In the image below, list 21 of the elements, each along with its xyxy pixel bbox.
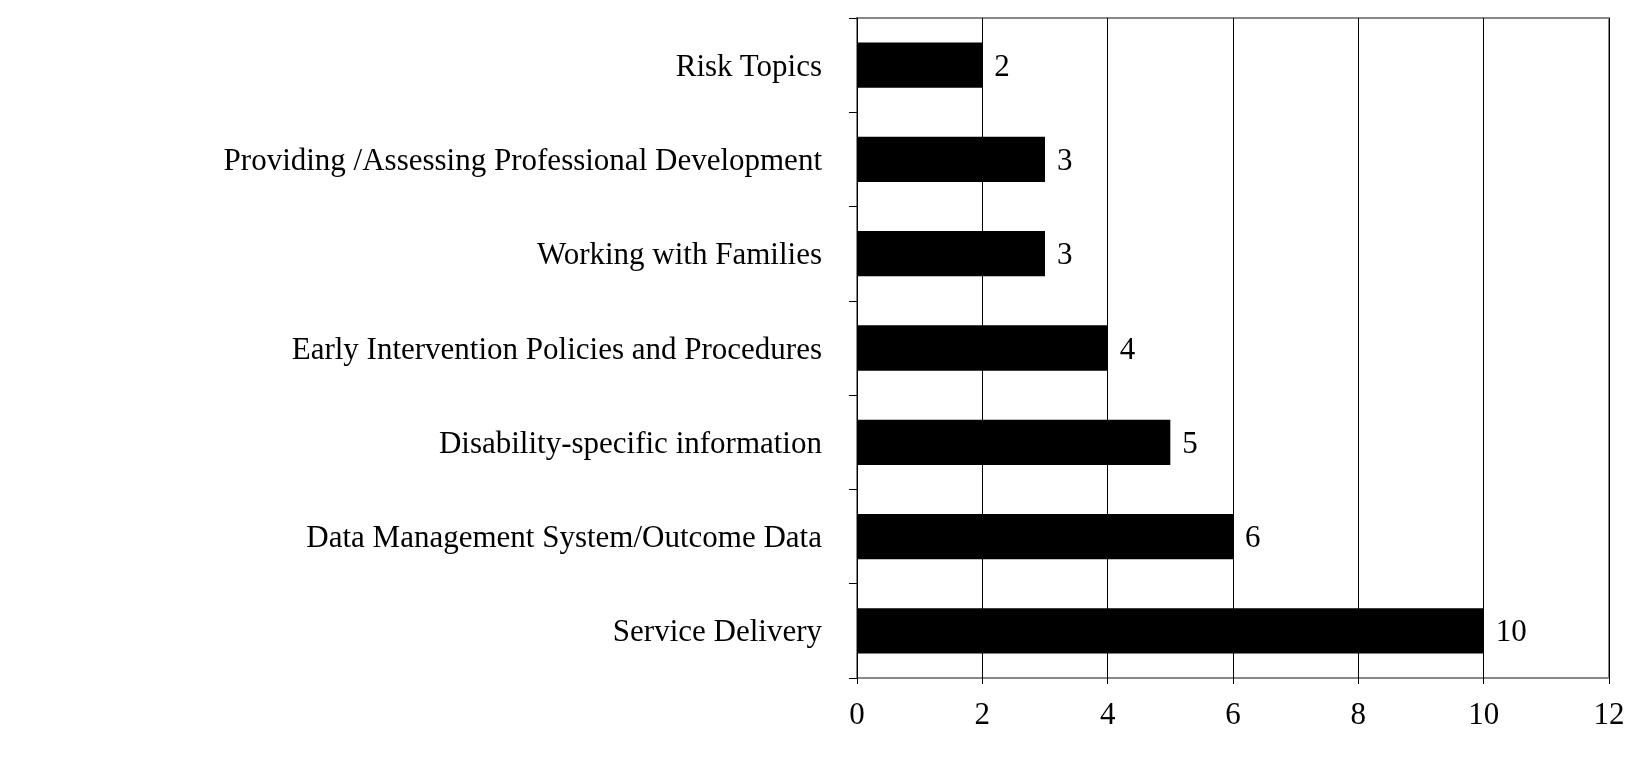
y-tick-label: Providing /Assessing Professional Development xyxy=(223,141,823,177)
x-tick-label: 4 xyxy=(1099,696,1116,731)
x-tick-label: 2 xyxy=(974,696,991,731)
x-tick-label: 10 xyxy=(1468,696,1500,731)
data-label: 3 xyxy=(1057,236,1073,272)
x-tick-label: 8 xyxy=(1350,696,1367,731)
y-tick-label: Early Intervention Policies and Procedures xyxy=(291,330,822,366)
data-label: 5 xyxy=(1182,424,1198,460)
x-tick-label: 12 xyxy=(1593,696,1625,731)
x-tick-label: 6 xyxy=(1225,696,1241,731)
x-tick-label: 0 xyxy=(849,696,865,731)
data-label: 10 xyxy=(1495,613,1527,649)
data-label: 4 xyxy=(1119,330,1136,366)
y-tick-label: Working with Families xyxy=(536,236,822,272)
y-tick-label: Data Management System/Outcome Data xyxy=(306,519,823,555)
data-label: 2 xyxy=(994,47,1010,83)
data-label: 3 xyxy=(1057,141,1073,177)
y-tick-label: Service Delivery xyxy=(612,613,823,649)
y-tick-label: Disability-specific information xyxy=(438,424,823,460)
y-tick-label: Risk Topics xyxy=(675,47,822,83)
data-label: 6 xyxy=(1245,519,1261,555)
